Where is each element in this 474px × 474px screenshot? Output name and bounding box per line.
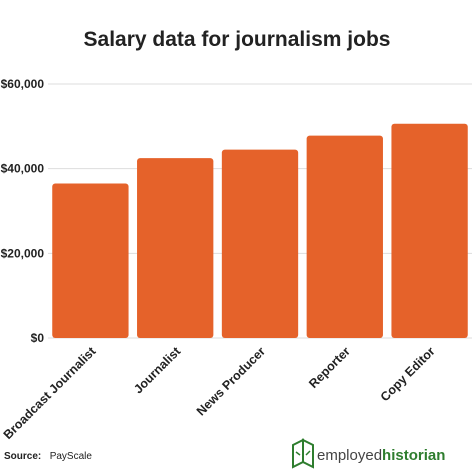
source-note: Source: PayScale	[4, 446, 92, 463]
brand-name-part1: employed	[317, 447, 382, 464]
bar	[137, 158, 214, 338]
x-tick-label: Copy Editor	[378, 344, 438, 404]
chart-title: Salary data for journalism jobs	[84, 28, 391, 51]
bars	[52, 123, 468, 338]
bar	[52, 183, 129, 338]
brand-logo: employedhistorian	[292, 438, 445, 469]
svg-text:employedhistorian: employedhistorian	[317, 447, 445, 464]
bar	[391, 123, 468, 338]
y-tick-labels: $0 $20,000 $40,000 $60,000	[1, 77, 45, 345]
source-label: Source:	[4, 451, 41, 462]
y-tick-label: $60,000	[1, 77, 45, 91]
source-value: PayScale	[50, 451, 93, 462]
book-icon	[292, 438, 314, 469]
y-tick-label: $40,000	[1, 162, 45, 176]
x-tick-label: News Producer	[194, 344, 268, 418]
bar	[221, 149, 299, 338]
x-tick-label: Broadcast Journalist	[1, 344, 99, 442]
brand-name-part2: historian	[382, 447, 445, 464]
bar	[306, 135, 383, 338]
x-tick-label: Journalist	[131, 344, 184, 397]
y-tick-label: $0	[31, 331, 45, 345]
y-tick-label: $20,000	[1, 246, 45, 260]
svg-text:Source: PayScale: Source: PayScale	[4, 446, 92, 463]
x-tick-labels: Broadcast Journalist Journalist News Produ…	[1, 344, 438, 442]
x-tick-label: Reporter	[306, 344, 353, 391]
